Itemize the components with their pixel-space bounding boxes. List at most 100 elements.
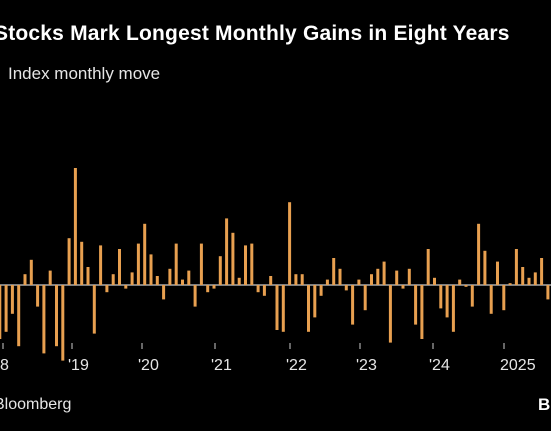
bar bbox=[55, 285, 58, 347]
bar bbox=[363, 285, 367, 311]
bar bbox=[231, 232, 235, 285]
bar bbox=[80, 241, 84, 285]
bar bbox=[199, 243, 203, 285]
bar bbox=[168, 268, 172, 285]
x-tick-label: '21 bbox=[211, 357, 232, 374]
bar bbox=[401, 285, 405, 289]
bar bbox=[288, 202, 292, 285]
chart-title: Stocks Mark Longest Monthly Gains in Eig… bbox=[0, 22, 510, 45]
bar bbox=[439, 285, 443, 309]
bar bbox=[464, 285, 468, 287]
bar bbox=[338, 268, 342, 285]
chart-subtitle: Index monthly move bbox=[8, 64, 161, 83]
bar bbox=[244, 245, 247, 285]
bar bbox=[477, 223, 481, 285]
bar bbox=[382, 261, 386, 285]
bar bbox=[489, 285, 493, 314]
bar bbox=[388, 285, 392, 343]
bar bbox=[496, 261, 499, 285]
bar bbox=[414, 285, 418, 325]
bar bbox=[155, 276, 159, 285]
bar bbox=[86, 267, 90, 285]
bar bbox=[181, 279, 184, 285]
bar bbox=[351, 285, 355, 325]
x-tick-label: '22 bbox=[286, 357, 307, 374]
bar bbox=[162, 285, 166, 300]
bar bbox=[67, 238, 71, 285]
x-tick-label: 2025 bbox=[500, 357, 536, 374]
bar bbox=[325, 279, 329, 285]
bar bbox=[546, 285, 550, 300]
bar bbox=[256, 285, 260, 293]
bar bbox=[508, 283, 512, 285]
bar bbox=[73, 168, 77, 285]
bar bbox=[130, 272, 134, 285]
bar bbox=[458, 279, 462, 285]
x-tick-label: '19 bbox=[68, 357, 89, 374]
bar bbox=[357, 279, 361, 285]
bar bbox=[527, 277, 531, 285]
x-tick-label: '20 bbox=[138, 357, 159, 374]
bar bbox=[313, 285, 317, 318]
bar bbox=[17, 285, 21, 347]
bar bbox=[344, 285, 348, 291]
bar bbox=[275, 285, 279, 330]
bar bbox=[521, 267, 525, 285]
bar bbox=[451, 285, 455, 332]
source-label: Bloomberg bbox=[0, 396, 72, 413]
bar bbox=[420, 285, 424, 339]
bar bbox=[294, 274, 298, 285]
bar bbox=[149, 254, 153, 285]
bar bbox=[376, 268, 380, 285]
bar bbox=[218, 256, 222, 285]
bar bbox=[540, 258, 544, 285]
bar bbox=[370, 274, 373, 285]
bar bbox=[92, 285, 96, 334]
bar bbox=[281, 285, 285, 332]
bar bbox=[514, 249, 518, 285]
bar bbox=[136, 243, 140, 285]
bar bbox=[99, 245, 103, 285]
bar bbox=[124, 285, 128, 289]
bar bbox=[29, 259, 33, 285]
bar bbox=[23, 274, 27, 285]
bar bbox=[42, 285, 46, 354]
bar bbox=[307, 285, 310, 332]
bar bbox=[225, 218, 229, 285]
bar bbox=[187, 270, 191, 285]
bar bbox=[533, 272, 537, 285]
bar bbox=[212, 285, 216, 289]
bar bbox=[395, 270, 399, 285]
bar bbox=[48, 270, 52, 285]
x-tick-label: '24 bbox=[429, 357, 450, 374]
bar bbox=[250, 243, 254, 285]
bar bbox=[445, 285, 449, 318]
bar bbox=[4, 285, 8, 332]
bar bbox=[174, 243, 178, 285]
bar bbox=[483, 250, 487, 285]
bar bbox=[470, 285, 474, 307]
bar bbox=[36, 285, 40, 307]
bar bbox=[269, 276, 273, 285]
bar bbox=[193, 285, 197, 307]
bar bbox=[118, 249, 121, 285]
bar bbox=[433, 277, 436, 285]
bar bbox=[426, 249, 430, 285]
bar bbox=[61, 285, 65, 361]
bar bbox=[332, 258, 336, 285]
bar bbox=[143, 223, 147, 285]
x-tick-label: '18 bbox=[0, 357, 9, 374]
x-tick-label: '23 bbox=[356, 357, 377, 374]
bar bbox=[237, 277, 241, 285]
brand-logo: B bbox=[538, 395, 551, 414]
bar bbox=[262, 285, 266, 296]
bar bbox=[502, 285, 506, 311]
bar bbox=[0, 285, 2, 339]
bar bbox=[319, 285, 323, 296]
bar bbox=[206, 285, 210, 293]
bar bbox=[10, 285, 14, 314]
bar bbox=[407, 268, 411, 285]
bar bbox=[111, 274, 115, 285]
bar bbox=[105, 285, 109, 293]
